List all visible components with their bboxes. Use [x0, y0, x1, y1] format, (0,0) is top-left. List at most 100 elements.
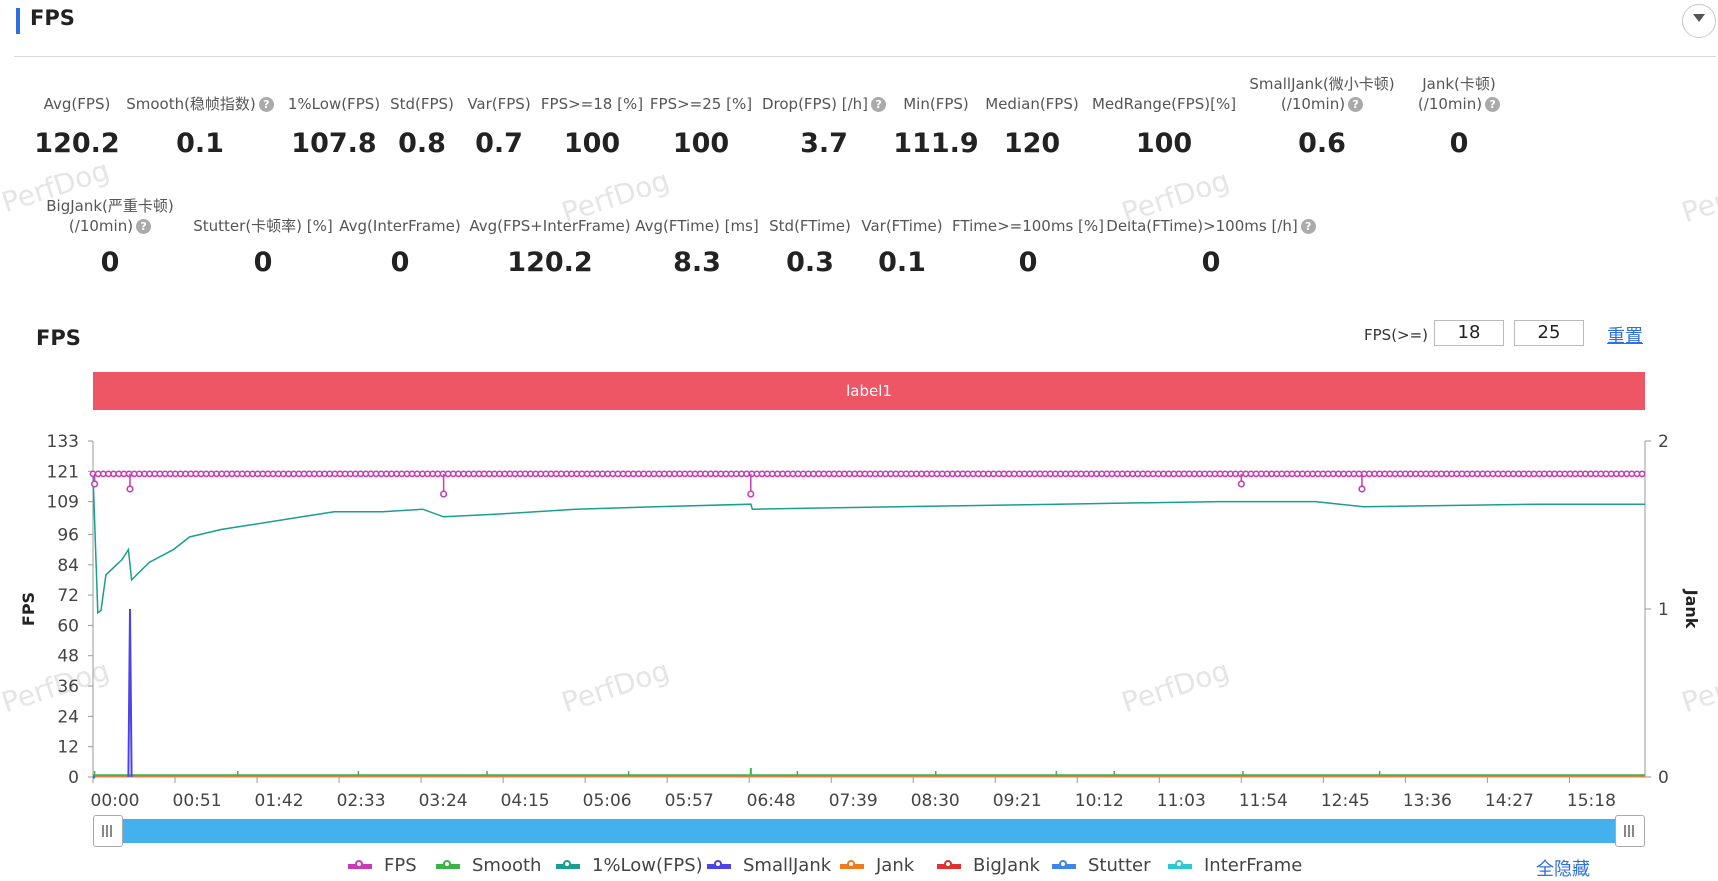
threshold-input-1[interactable]: 18 [1434, 320, 1504, 346]
slider-handle-left[interactable] [93, 815, 123, 847]
legend-item[interactable]: Jank [840, 855, 914, 876]
x-tick-label: 01:42 [255, 791, 304, 811]
fps-dip-point [440, 490, 448, 498]
stat-value: 0 [253, 247, 273, 278]
reset-button[interactable]: 重置 [1607, 326, 1643, 347]
fps-dip-point [747, 490, 755, 498]
stat-label: Avg(FPS+InterFrame) [469, 217, 631, 235]
stat-label: Avg(FPS) [43, 95, 111, 113]
y2-axis-title: Jank [1682, 589, 1701, 629]
stat-label: 1%Low(FPS) [287, 95, 381, 113]
collapse-button[interactable] [1682, 4, 1716, 38]
y2-tick-label: 1 [1658, 600, 1669, 620]
y-tick-label: 60 [57, 616, 79, 636]
fps-point [1638, 470, 1646, 478]
series-1pct-low [92, 473, 1645, 615]
help-icon[interactable]: ? [1485, 97, 1501, 112]
legend-item[interactable]: FPS [348, 855, 417, 876]
legend-swatch [707, 859, 731, 869]
x-tick-label: 14:27 [1485, 791, 1534, 811]
slider-handle-right[interactable] [1615, 815, 1645, 847]
stat-label: Var(FTime) [861, 217, 943, 235]
stat-label: Avg(InterFrame) [339, 217, 461, 235]
y-tick-label: 84 [57, 556, 79, 576]
x-tick-label: 05:06 [583, 791, 632, 811]
chevron-down-icon [1693, 14, 1705, 22]
stat-value: 0.1 [878, 247, 926, 278]
legend-item[interactable]: InterFrame [1168, 855, 1302, 876]
y-tick-label: 109 [47, 493, 79, 513]
hide-all-button[interactable]: 全隐藏 [1536, 859, 1590, 880]
stat-value: 100 [672, 128, 730, 159]
x-tick-label: 09:21 [993, 791, 1042, 811]
legend-swatch [840, 859, 864, 869]
y-tick-label: 72 [57, 586, 79, 606]
stat-value: 0 [100, 247, 120, 278]
legend-swatch [556, 859, 580, 869]
y-tick-label: 96 [57, 525, 79, 545]
stat-value: 100 [1135, 128, 1193, 159]
stat-value: 8.3 [673, 247, 721, 278]
stat-value: 111.9 [893, 128, 979, 159]
label-band[interactable]: label1 [93, 372, 1645, 410]
help-icon[interactable]: ? [136, 219, 152, 234]
stat-value: 0.7 [475, 128, 523, 159]
help-icon[interactable]: ? [871, 97, 887, 112]
stat-label: Var(FPS) [467, 95, 531, 113]
fps-dip-point [91, 480, 99, 488]
y-tick-label: 24 [57, 707, 79, 727]
x-tick-label: 02:33 [337, 791, 386, 811]
stat-value: 0.1 [176, 128, 224, 159]
legend-swatch [1052, 859, 1076, 869]
stat-label: Std(FPS) [390, 95, 454, 113]
x-tick-label: 11:54 [1239, 791, 1288, 811]
stat-label: BigJank(严重卡顿) (/10min)? [46, 197, 174, 235]
x-tick-label: 12:45 [1321, 791, 1370, 811]
stat-value: 0 [390, 247, 410, 278]
x-tick-label: 15:18 [1567, 791, 1616, 811]
threshold-input-2[interactable]: 25 [1514, 320, 1584, 346]
stat-label: FTime>=100ms [%] [952, 217, 1104, 235]
title-accent-bar [16, 8, 20, 34]
x-tick-label: 04:15 [501, 791, 550, 811]
help-icon[interactable]: ? [1300, 219, 1316, 234]
stat-value: 107.8 [291, 128, 377, 159]
threshold-label: FPS(>=) [1364, 326, 1429, 344]
grip-icon [1624, 825, 1636, 837]
grip-icon [102, 825, 114, 837]
legend-item[interactable]: Stutter [1052, 855, 1150, 876]
section-title: FPS [30, 6, 75, 30]
x-tick-label: 03:24 [419, 791, 468, 811]
x-tick-label: 00:51 [173, 791, 222, 811]
time-range-slider[interactable] [93, 819, 1645, 843]
x-tick-label: 11:03 [1157, 791, 1206, 811]
y-tick-label: 0 [68, 768, 79, 788]
stat-label: Median(FPS) [985, 95, 1079, 113]
x-tick-label: 05:57 [665, 791, 714, 811]
y2-tick-label: 0 [1658, 768, 1669, 788]
stat-label: Delta(FTime)>100ms [/h]? [1101, 216, 1321, 236]
fps-dip-point [126, 485, 134, 493]
y-tick-label: 48 [57, 647, 79, 667]
stat-value: 120.2 [507, 247, 593, 278]
help-icon[interactable]: ? [1348, 97, 1364, 112]
stat-value: 100 [563, 128, 621, 159]
y-tick-label: 36 [57, 677, 79, 697]
x-tick-label: 10:12 [1075, 791, 1124, 811]
legend-item[interactable]: SmallJank [707, 855, 831, 876]
stat-value: 0 [1449, 128, 1469, 159]
stat-label: MedRange(FPS)[%] [1091, 95, 1237, 113]
y-tick-label: 133 [47, 432, 79, 452]
legend-item[interactable]: 1%Low(FPS) [556, 855, 703, 876]
legend-swatch [348, 859, 372, 869]
legend-item[interactable]: Smooth [436, 855, 541, 876]
y2-tick-label: 2 [1658, 432, 1669, 452]
stat-label: FPS>=18 [%] [540, 95, 644, 113]
legend-item[interactable]: BigJank [937, 855, 1040, 876]
x-tick-label: 08:30 [911, 791, 960, 811]
help-icon[interactable]: ? [258, 97, 274, 112]
stat-value: 0.3 [786, 247, 834, 278]
x-tick-label: 07:39 [829, 791, 878, 811]
stat-label: Smooth(稳帧指数)? [90, 94, 310, 114]
